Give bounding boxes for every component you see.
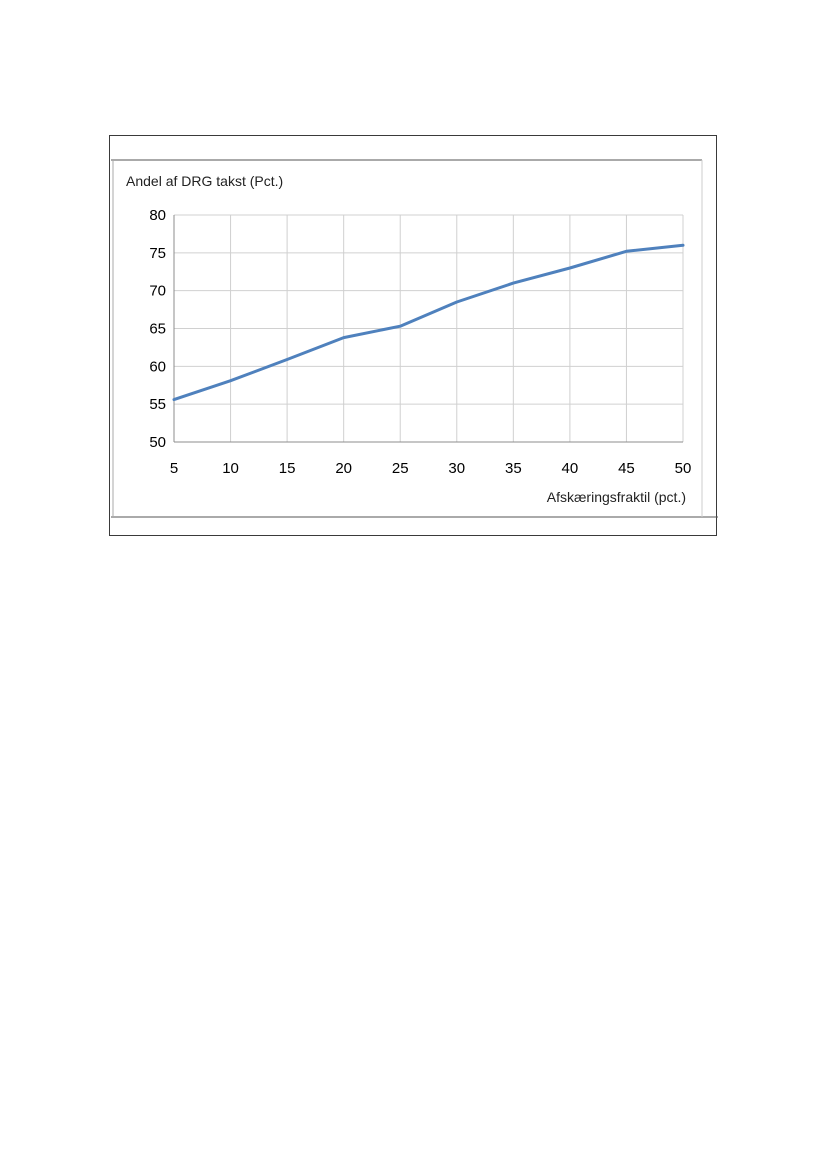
y-tick-label: 55: [149, 396, 166, 413]
x-tick-label: 40: [562, 460, 579, 477]
x-tick-label: 30: [448, 460, 465, 477]
x-tick-label: 45: [618, 460, 635, 477]
y-tick-label: 75: [149, 245, 166, 262]
x-tick-label: 35: [505, 460, 522, 477]
x-tick-label: 10: [222, 460, 239, 477]
y-tick-label: 80: [149, 207, 166, 224]
y-tick-label: 60: [149, 358, 166, 375]
series-lines: [172, 243, 685, 402]
x-tick-label: 20: [335, 460, 352, 477]
y-tick-label: 50: [149, 434, 166, 451]
y-tick-label: 70: [149, 283, 166, 300]
series-line: [172, 243, 685, 402]
x-tick-labels: 5 10 15 20 25 30 35 40 45 50: [170, 460, 692, 477]
gridlines: [174, 214, 684, 442]
y-tick-labels: 50 55 60 65 70 75 80: [149, 207, 166, 451]
x-axis-title: Afskæringsfraktil (pct.): [547, 489, 686, 505]
x-tick-label: 25: [392, 460, 409, 477]
y-axis-title: Andel af DRG takst (Pct.): [126, 173, 283, 189]
axes: [173, 215, 683, 443]
x-tick-label: 50: [675, 460, 692, 477]
line-chart: Andel af DRG takst (Pct.) Afskæringsfrak…: [111, 159, 718, 518]
chart-inner-borders: [111, 159, 718, 518]
x-tick-label: 5: [170, 460, 178, 477]
x-tick-label: 15: [279, 460, 296, 477]
y-tick-label: 65: [149, 321, 166, 338]
chart-frame: Andel af DRG takst (Pct.) Afskæringsfrak…: [109, 135, 718, 536]
